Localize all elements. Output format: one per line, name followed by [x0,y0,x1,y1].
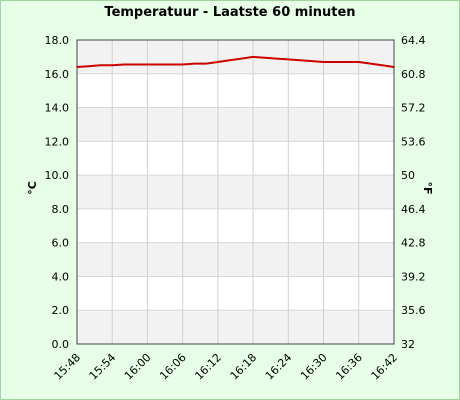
data-point-1610 [205,62,207,65]
data-point-1600 [146,63,149,66]
grid-band [77,242,394,277]
y-tick-right-46.4: 46.4 [401,203,426,216]
temperature-series-line [76,55,395,68]
grid-band [77,40,394,74]
x-tick-1636: 16:36 [333,351,365,383]
x-tick-1548: 15:48 [52,351,84,383]
x-tick-1630: 16:30 [298,351,330,383]
data-point-1552 [99,64,102,67]
y-tick-left-12.0: 12.0 [45,135,70,148]
grid-band [77,107,394,142]
y-tick-left-8.0: 8.0 [52,203,70,216]
grid-band [77,175,394,209]
data-point-1616 [240,57,243,60]
y-tick-right-35.6: 35.6 [401,304,426,317]
plot-border [76,39,395,345]
data-point-1624 [287,58,290,61]
data-point-1554 [111,64,114,67]
data-point-1548 [76,66,78,68]
y-tick-right-64.4: 64.4 [401,34,426,47]
plot-area: 0.0 2.0 4.0 6.0 8.0 10.0 12.0 14.0 16.0 18.0 32 35.… [26,34,434,383]
y-tick-left-0.0: 0.0 [52,338,70,351]
data-point-1604 [170,63,172,66]
y-axis-label-fahrenheit: °F [421,181,434,194]
x-tick-1612: 16:12 [192,351,224,383]
x-tick-1554: 15:54 [87,351,119,383]
x-tick-1618: 16:18 [228,351,260,383]
data-point-1634 [346,61,348,63]
data-point-1636 [357,61,360,63]
data-point-1606 [181,63,184,66]
y-tick-left-2.0: 2.0 [52,304,70,317]
data-point-1630 [322,61,325,63]
grid-band [77,310,394,344]
y-tick-left-4.0: 4.0 [52,270,70,283]
data-point-1556 [123,63,125,66]
chart-title: Temperatuur - Laatste 60 minuten [104,5,355,20]
y-tick-left-10.0: 10.0 [45,169,70,182]
x-tick-1606: 16:06 [157,351,189,383]
data-point-1640 [381,64,384,67]
y-tick-right-32: 32 [401,338,415,351]
data-point-1608 [193,62,196,65]
data-point-1626 [299,59,301,62]
y-tick-right-42.8: 42.8 [401,237,426,250]
data-point-1638 [369,62,372,65]
data-point-1558 [134,63,137,66]
y-tick-left-18.0: 18.0 [45,34,70,47]
data-point-1618 [252,56,254,58]
data-point-1550 [87,65,90,67]
y-tick-right-39.2: 39.2 [401,270,426,283]
y-tick-left-16.0: 16.0 [45,68,70,81]
data-point-1632 [334,61,337,63]
data-point-1642 [393,66,395,68]
y-tick-right-60.8: 60.8 [401,68,426,81]
x-tick-1600: 16:00 [122,351,154,383]
data-point-1602 [158,63,160,66]
data-point-1628 [311,60,313,62]
x-tick-1624: 16:24 [263,351,295,383]
data-point-1612 [217,61,219,63]
y-tick-right-57.2: 57.2 [401,102,426,115]
y-tick-left-6.0: 6.0 [52,237,70,250]
y-axis-label-celsius: °C [26,181,39,195]
y-tick-left-14.0: 14.0 [45,102,70,115]
data-point-1614 [228,59,231,62]
data-point-1622 [275,57,278,60]
y-tick-right-53.6: 53.6 [401,135,426,148]
y-tick-right-50: 50 [401,169,415,182]
x-tick-1642: 16:42 [369,351,401,383]
data-point-1620 [264,56,266,59]
